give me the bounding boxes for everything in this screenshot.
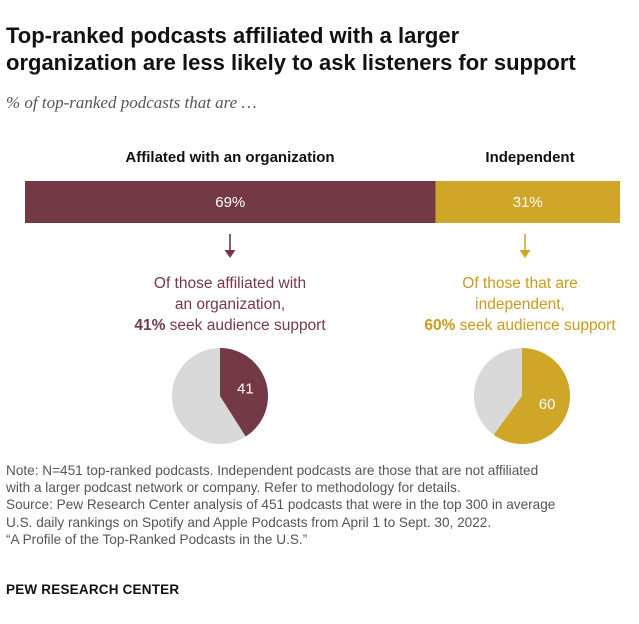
pie-affiliated-label: 41: [237, 381, 254, 398]
caption-affiliated-bold: 41%: [134, 317, 165, 334]
pie-affiliated-support-slice: [220, 348, 269, 437]
pie-independent-label: 60: [539, 396, 556, 413]
caption-affiliated-rest: seek audience support: [165, 317, 326, 334]
source-line: U.S. daily rankings on Spotify and Apple…: [6, 514, 492, 530]
caption-affiliated-line-2: an organization,: [175, 296, 285, 313]
caption-independent-bold: 60%: [424, 317, 455, 334]
note-line: Note: N=451 top-ranked podcasts. Indepen…: [6, 463, 539, 478]
chart-title-line-2: organization are less likely to ask list…: [6, 50, 576, 75]
caption-affiliated-line-1: Of those affiliated with: [154, 275, 306, 292]
caption-independent-line-2: independent,: [475, 296, 565, 313]
header-independent: Independent: [485, 149, 574, 166]
caption-independent-line-1: Of those that are: [462, 275, 577, 292]
bar-label-affiliated: 69%: [215, 194, 245, 211]
bar-segment-affiliated: [25, 181, 436, 223]
brand-logo-text: PEW RESEARCH CENTER: [6, 582, 180, 597]
pie-independent-support-slice: [493, 348, 571, 445]
header-affiliated: Affilated with an organization: [125, 149, 334, 166]
chart-title: Top-ranked podcasts affiliated with a la…: [6, 22, 636, 76]
note-line: with a larger podcast network or company…: [6, 480, 461, 496]
report-title-line: “A Profile of the Top-Ranked Podcasts in…: [6, 531, 308, 547]
chart-area: Affilated with an organization Independe…: [25, 149, 620, 445]
source-line: Source: Pew Research Center analysis of …: [6, 497, 556, 513]
chart-title-line-1: Top-ranked podcasts affiliated with a la…: [6, 23, 460, 48]
bar-label-independent: 31%: [513, 194, 543, 211]
chart-subtitle: % of top-ranked podcasts that are …: [6, 93, 257, 112]
notes: Note: N=451 top-ranked podcasts. Indepen…: [6, 462, 636, 548]
arrow-down-icon: [519, 234, 531, 258]
caption-independent-line-3: 60% seek audience support: [424, 317, 616, 334]
bar-segment-independent: [435, 181, 620, 223]
caption-independent-rest: seek audience support: [455, 317, 616, 334]
caption-affiliated-line-3: 41% seek audience support: [134, 317, 326, 334]
arrow-down-icon: [224, 234, 236, 258]
